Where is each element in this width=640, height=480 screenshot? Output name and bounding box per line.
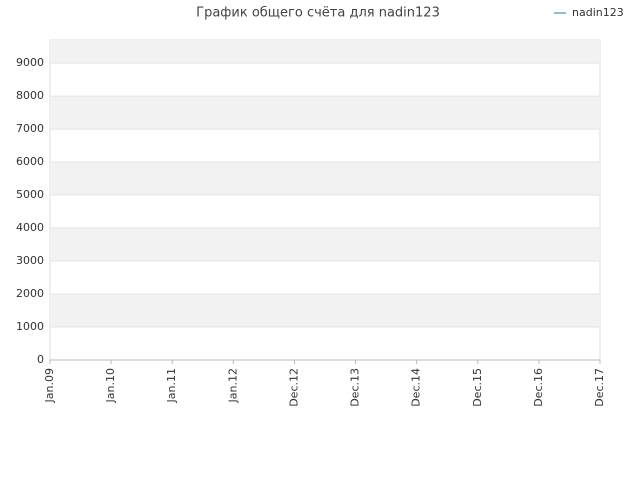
y-tick-label: 7000	[16, 122, 44, 135]
y-tick-label: 5000	[16, 188, 44, 201]
y-tick-label: 6000	[16, 155, 44, 168]
legend-label: nadin123	[572, 6, 624, 19]
y-tick-label: 9000	[16, 56, 44, 69]
grid-band	[50, 96, 600, 130]
y-tick-label: 1000	[16, 320, 44, 333]
y-tick-label: 8000	[16, 89, 44, 102]
x-tick-label: Jan.09	[43, 368, 56, 403]
x-tick-label: Dec.16	[532, 368, 545, 407]
x-tick-label: Jan.12	[226, 368, 239, 403]
y-tick-label: 0	[37, 353, 44, 366]
chart-title: График общего счёта для nadin123	[196, 6, 440, 21]
x-tick-label: Dec.12	[287, 368, 300, 407]
grid-band	[50, 40, 600, 64]
x-tick-label: Dec.15	[471, 368, 484, 407]
y-tick-label: 4000	[16, 221, 44, 234]
y-tick-label: 2000	[16, 287, 44, 300]
x-tick-label: Dec.17	[593, 368, 606, 407]
x-tick-label: Jan.11	[165, 368, 178, 403]
x-tick-label: Dec.13	[349, 368, 362, 407]
x-tick-label: Jan.10	[104, 368, 117, 403]
x-tick-label: Dec.14	[410, 368, 423, 407]
grid-band	[50, 162, 600, 196]
y-tick-label: 3000	[16, 254, 44, 267]
grid-band	[50, 294, 600, 328]
grid-band	[50, 228, 600, 262]
